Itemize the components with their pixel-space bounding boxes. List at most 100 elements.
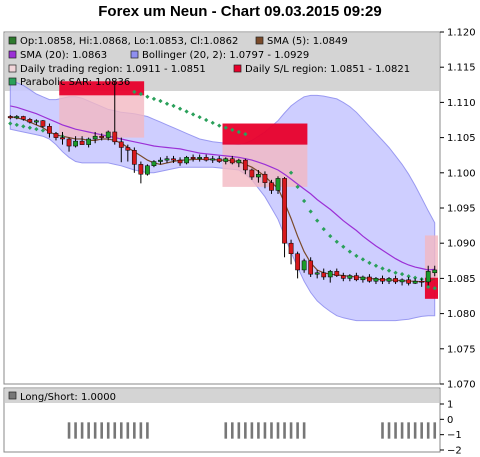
sar-point: [393, 270, 398, 275]
legend-swatch: [8, 36, 17, 45]
candle-body: [14, 116, 20, 119]
legend-swatch: [8, 77, 17, 86]
sar-point: [190, 112, 196, 117]
long-short-bar: [126, 422, 130, 439]
sar-point: [210, 120, 215, 125]
candle-body: [399, 279, 405, 283]
candle-body: [308, 260, 314, 275]
candle-body: [249, 169, 255, 178]
candle-body: [177, 159, 183, 164]
candle-body: [47, 126, 52, 134]
sar-point: [295, 184, 300, 190]
y-tick-label: 1.085: [447, 274, 476, 285]
long-short-bar: [139, 422, 143, 439]
long-short-bar: [74, 422, 77, 439]
long-short-bar: [420, 422, 423, 439]
sar-point: [399, 272, 405, 277]
sar-point: [27, 125, 32, 130]
candle-body: [282, 178, 287, 244]
candle-body: [125, 147, 131, 151]
sar-point: [302, 198, 307, 204]
daily-region: [59, 95, 145, 138]
candle-body: [27, 119, 33, 123]
candle-body: [262, 173, 268, 183]
long-short-bar: [80, 422, 84, 439]
long-short-bar: [146, 422, 149, 439]
y-tick-label: −1: [447, 430, 462, 441]
candle-body: [20, 116, 26, 120]
long-short-bar: [407, 422, 410, 439]
candle-body: [210, 158, 216, 161]
sar-point: [288, 170, 294, 175]
y-tick-label: 1.070: [447, 380, 476, 391]
candle-body: [105, 131, 111, 138]
candle-body: [373, 278, 379, 282]
legend-label: Daily S/L region: 1.0851 - 1.0821: [245, 64, 410, 75]
candle-body: [73, 140, 78, 147]
long-short-bars: [67, 422, 437, 439]
y-tick-label: 1.115: [447, 63, 476, 74]
candle-body: [145, 165, 150, 175]
candle-body: [314, 272, 320, 275]
candle-body: [242, 159, 248, 171]
sar-point: [40, 128, 46, 133]
legend-swatch: [8, 64, 17, 73]
chart-title: Forex um Neun - Chart 09.03.2015 09:29: [98, 3, 382, 20]
legend-swatch: [8, 391, 17, 400]
sar-point: [164, 101, 170, 106]
legend-swatch: [8, 50, 17, 59]
sar-point: [197, 115, 202, 120]
candle-body: [66, 138, 72, 147]
sl-region: [59, 81, 145, 96]
long-short-bar: [381, 422, 384, 439]
legend-label: Daily trading region: 1.0911 - 1.0851: [20, 64, 206, 75]
candle-body: [151, 161, 157, 167]
sar-point: [373, 263, 379, 268]
candle-body: [223, 158, 229, 162]
candle-body: [86, 138, 92, 145]
candle-body: [118, 141, 124, 148]
y-tick-label: 1.080: [447, 309, 476, 320]
candle-body: [40, 120, 46, 127]
long-short-bar: [433, 422, 437, 439]
long-short-bar: [113, 422, 117, 439]
candle-body: [347, 275, 353, 279]
candle-body: [79, 140, 85, 145]
long-short-bar: [106, 422, 110, 439]
sar-point: [223, 125, 228, 130]
sar-point: [177, 106, 183, 111]
candle-body: [131, 150, 137, 165]
legend-swatch: [130, 50, 139, 59]
long-short-bar: [119, 422, 123, 439]
long-short-bar: [133, 422, 136, 439]
candle-body: [158, 159, 163, 162]
long-short-bar: [387, 422, 391, 439]
sar-point: [217, 123, 222, 128]
sar-point: [367, 260, 372, 266]
sl-region: [222, 123, 308, 145]
candlesticks: [7, 81, 438, 287]
legend-label: Long/Short: 1.0000: [20, 392, 116, 403]
long-short-bar: [400, 422, 404, 439]
legend-swatch: [255, 36, 264, 45]
long-short-bar: [276, 422, 280, 439]
long-short-bar: [263, 422, 267, 439]
y-tick-label: 1.110: [447, 98, 476, 109]
sar-point: [315, 218, 320, 223]
long-short-bar: [87, 422, 90, 439]
candle-body: [419, 280, 425, 283]
candle-body: [367, 276, 372, 282]
long-short-bar: [257, 422, 260, 439]
y-tick-label: 1.120: [447, 28, 476, 39]
long-short-bar: [230, 422, 234, 439]
sar-point: [138, 91, 143, 97]
candle-body: [216, 158, 222, 162]
long-short-bar: [413, 422, 417, 439]
long-short-bar: [296, 422, 299, 439]
y-tick-label: 1.100: [447, 168, 476, 179]
candle-body: [327, 271, 333, 278]
sar-point: [386, 268, 392, 273]
sar-point: [308, 209, 313, 214]
candle-body: [353, 275, 359, 281]
sma20-line: [10, 105, 435, 271]
